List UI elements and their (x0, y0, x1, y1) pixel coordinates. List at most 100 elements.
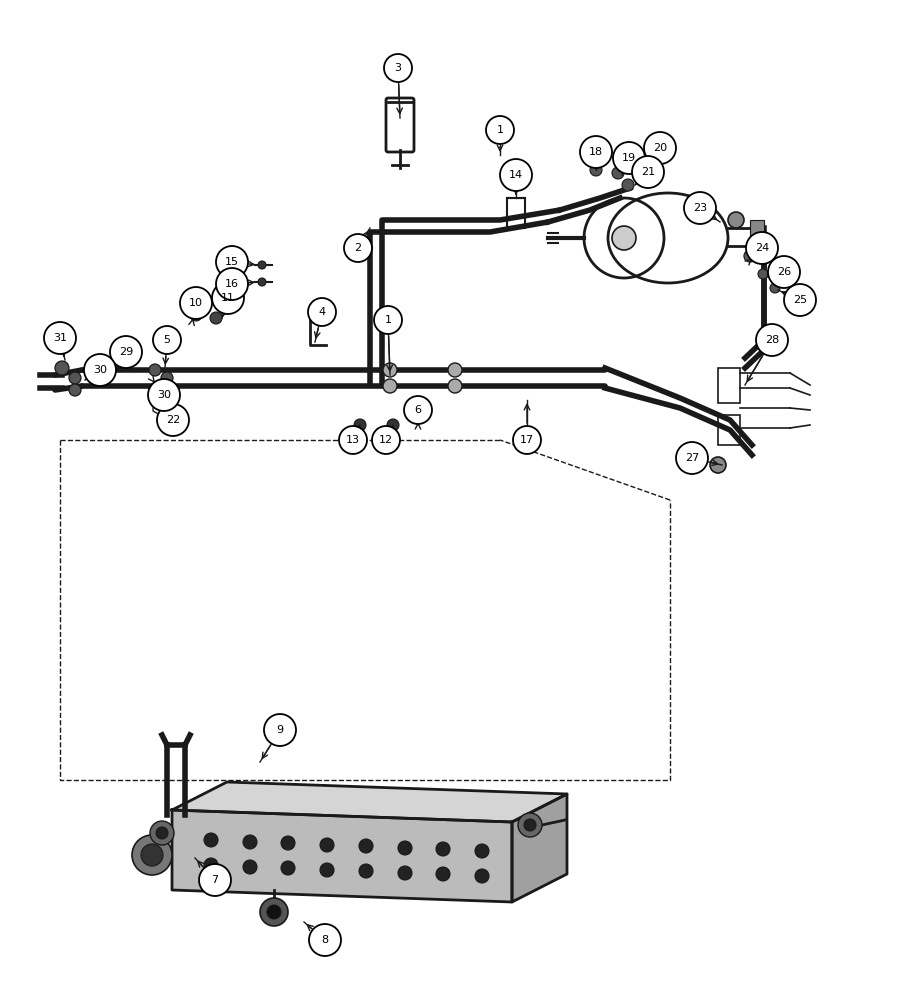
Circle shape (257, 278, 265, 286)
Text: 12: 12 (378, 435, 393, 445)
Circle shape (769, 283, 779, 293)
Circle shape (435, 842, 450, 856)
Bar (717, 415, 740, 445)
Circle shape (149, 364, 161, 376)
Text: 20: 20 (652, 143, 666, 153)
Text: 16: 16 (225, 279, 238, 289)
Text: 21: 21 (640, 167, 655, 177)
Polygon shape (511, 794, 566, 902)
Circle shape (383, 379, 396, 393)
Polygon shape (172, 810, 511, 902)
Text: 18: 18 (588, 147, 602, 157)
Circle shape (180, 287, 212, 319)
Circle shape (204, 833, 218, 847)
Circle shape (204, 858, 218, 872)
Circle shape (157, 404, 189, 436)
Circle shape (634, 157, 644, 167)
Circle shape (44, 322, 76, 354)
Circle shape (743, 250, 755, 262)
Text: 10: 10 (189, 298, 203, 308)
Circle shape (621, 179, 633, 191)
Circle shape (612, 142, 644, 174)
Circle shape (611, 226, 636, 250)
Text: 2: 2 (354, 243, 361, 253)
Circle shape (517, 813, 542, 837)
Circle shape (675, 442, 707, 474)
Text: 19: 19 (621, 153, 636, 163)
Text: 30: 30 (93, 365, 107, 375)
Circle shape (216, 268, 247, 300)
Circle shape (631, 156, 664, 188)
Text: 6: 6 (414, 405, 421, 415)
Circle shape (499, 159, 531, 191)
Circle shape (768, 256, 799, 288)
Circle shape (84, 354, 116, 386)
Circle shape (435, 867, 450, 881)
Polygon shape (172, 782, 566, 822)
Bar (749, 240, 763, 254)
Circle shape (358, 864, 373, 878)
Circle shape (474, 869, 489, 883)
Circle shape (709, 457, 725, 473)
Circle shape (580, 136, 611, 168)
Text: 17: 17 (519, 435, 534, 445)
Text: 28: 28 (764, 335, 778, 345)
Bar (749, 220, 763, 236)
Text: 26: 26 (776, 267, 790, 277)
Circle shape (643, 132, 675, 164)
Circle shape (260, 898, 288, 926)
Text: 3: 3 (394, 63, 401, 73)
Text: 27: 27 (684, 453, 698, 463)
Circle shape (684, 192, 715, 224)
Circle shape (161, 372, 172, 384)
Circle shape (727, 212, 743, 228)
Text: 4: 4 (318, 307, 325, 317)
Circle shape (264, 714, 295, 746)
Circle shape (216, 246, 247, 278)
Circle shape (383, 363, 396, 377)
Text: 13: 13 (346, 435, 359, 445)
Circle shape (266, 905, 281, 919)
Circle shape (69, 372, 81, 384)
Circle shape (354, 419, 366, 431)
Circle shape (486, 116, 514, 144)
Circle shape (397, 841, 412, 855)
Circle shape (374, 306, 402, 334)
Circle shape (243, 835, 256, 849)
Circle shape (412, 404, 424, 416)
Circle shape (281, 861, 294, 875)
Circle shape (55, 361, 69, 375)
Circle shape (148, 379, 180, 411)
Text: 22: 22 (165, 415, 180, 425)
Circle shape (209, 312, 222, 324)
Circle shape (386, 419, 398, 431)
Bar (507, 198, 525, 228)
Text: 24: 24 (754, 243, 768, 253)
Text: 23: 23 (693, 203, 706, 213)
Circle shape (212, 282, 244, 314)
Circle shape (153, 326, 181, 354)
Text: 1: 1 (384, 315, 391, 325)
Circle shape (611, 167, 623, 179)
Circle shape (404, 396, 432, 424)
Circle shape (339, 426, 367, 454)
Circle shape (309, 924, 340, 956)
Circle shape (757, 269, 768, 279)
Circle shape (590, 164, 601, 176)
Circle shape (132, 835, 172, 875)
Circle shape (257, 261, 265, 269)
Circle shape (320, 838, 333, 852)
Circle shape (384, 54, 412, 82)
Bar (717, 368, 740, 403)
Circle shape (308, 298, 336, 326)
Text: 5: 5 (163, 335, 171, 345)
Text: 9: 9 (276, 725, 284, 735)
Circle shape (448, 363, 461, 377)
Text: 11: 11 (220, 293, 235, 303)
Circle shape (281, 836, 294, 850)
Text: 14: 14 (508, 170, 523, 180)
Text: 29: 29 (118, 347, 133, 357)
Circle shape (320, 863, 333, 877)
Text: 25: 25 (792, 295, 806, 305)
Circle shape (141, 844, 163, 866)
